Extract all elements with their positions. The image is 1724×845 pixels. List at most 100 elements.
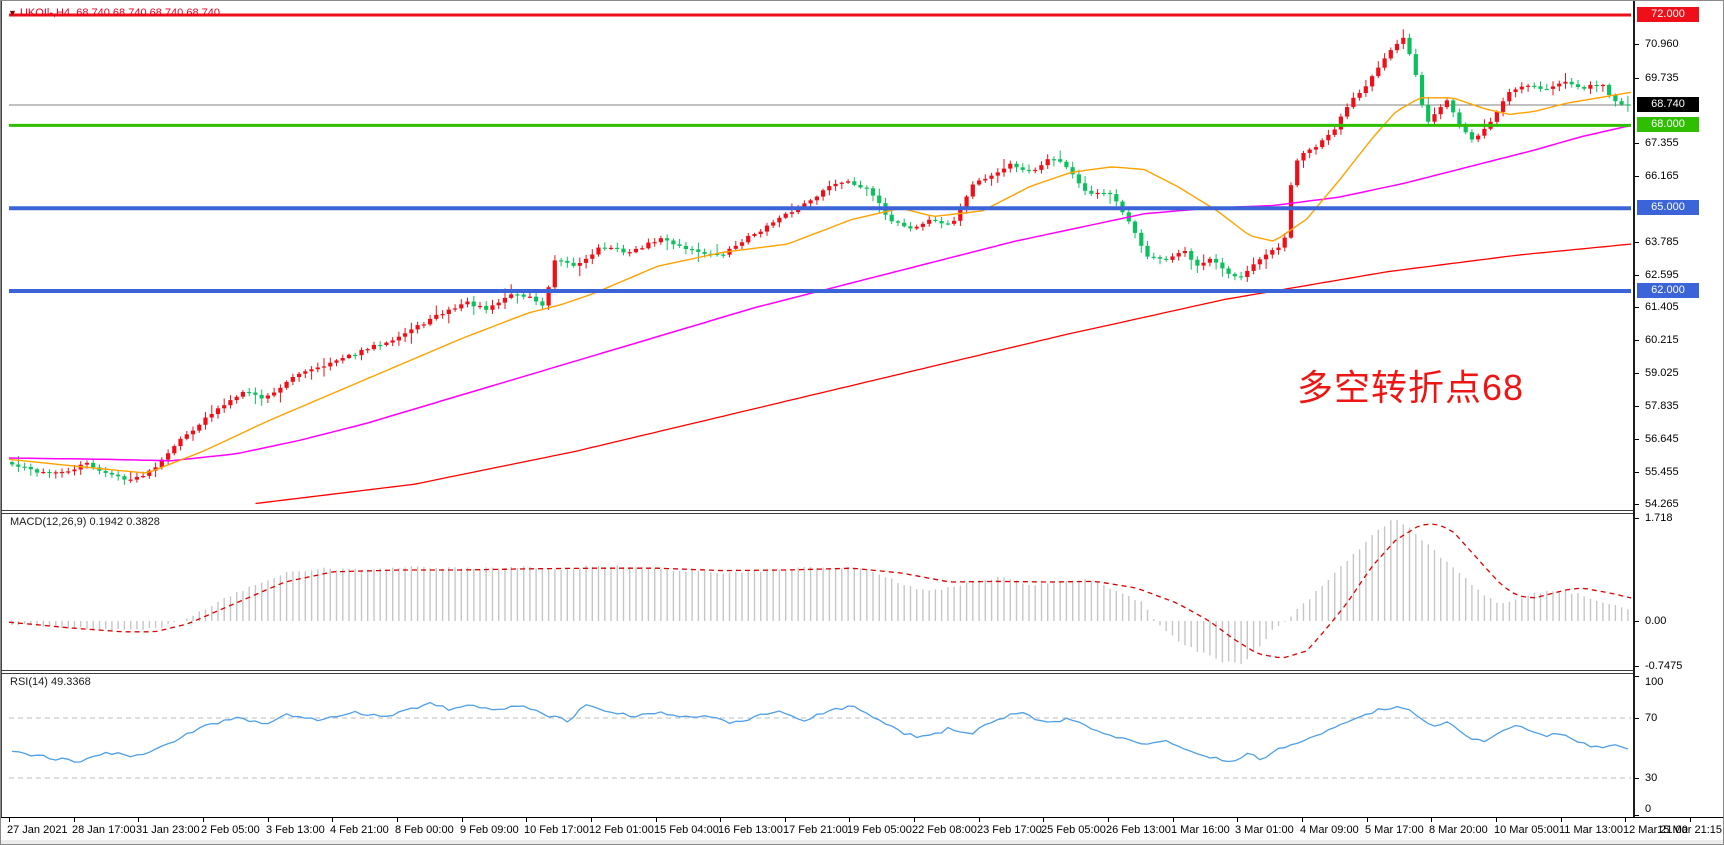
rsi-name: RSI(14) (10, 676, 48, 688)
price-tick-label: 56.645 (1645, 433, 1679, 445)
macd-axis-label: 1.718 (1645, 512, 1673, 524)
price-tick-label: 66.165 (1645, 170, 1679, 182)
price-axis[interactable]: 70.960 69.735 67.355 66.165 63.785 62.595 61.4… (1633, 1, 1723, 817)
time-tick-mark (1237, 818, 1238, 822)
time-tick-label: 27 Jan 2021 (7, 824, 68, 836)
time-tick-label: 26 Feb 13:00 (1106, 824, 1171, 836)
price-tick-mark (1635, 373, 1639, 374)
rsi-tick-mark (1635, 718, 1639, 719)
macd-tick-mark (1635, 621, 1639, 622)
time-tick-mark (526, 818, 527, 822)
price-tick-mark (1635, 406, 1639, 407)
time-tick-mark (979, 818, 980, 822)
price-tick-label: 54.265 (1645, 498, 1679, 510)
price-tick-mark (1635, 176, 1639, 177)
time-tick-mark (1173, 818, 1174, 822)
time-tick-label: 4 Mar 09:00 (1300, 824, 1359, 836)
price-tick-label: 62.595 (1645, 269, 1679, 281)
price-level-badge: 68.740 (1637, 97, 1699, 112)
time-tick-label: 15 Feb 04:00 (654, 824, 719, 836)
time-tick-label: 25 Feb 05:00 (1041, 824, 1106, 836)
macd-axis-label: 0.00 (1645, 615, 1667, 627)
rsi-value: 49.3368 (50, 676, 91, 688)
time-tick-label: 3 Feb 13:00 (266, 824, 325, 836)
symbol-quote-overlay: ▼ UKOIl-,H4 68.740 68.740 68.740 68.740 (8, 7, 220, 19)
time-tick-mark (1690, 818, 1691, 822)
macd-main-value: 0.1942 (89, 516, 124, 528)
time-tick-label: 10 Mar 05:00 (1494, 824, 1559, 836)
window-bottom-strip (1, 840, 1723, 844)
time-tick-label: 31 Jan 23:00 (136, 824, 200, 836)
time-tick-label: 16 Feb 13:00 (718, 824, 783, 836)
time-tick-mark (849, 818, 850, 822)
time-tick-mark (462, 818, 463, 822)
time-tick-mark (1431, 818, 1432, 822)
price-tick-mark (1635, 143, 1639, 144)
macd-chart[interactable] (1, 513, 1635, 670)
time-tick-mark (785, 818, 786, 822)
time-tick-label: 10 Feb 17:00 (524, 824, 589, 836)
price-tick-label: 70.960 (1645, 38, 1679, 50)
rsi-label: RSI(14) 49.3368 (10, 676, 91, 688)
time-tick-label: 5 Mar 17:00 (1365, 824, 1424, 836)
time-tick-mark (1367, 818, 1368, 822)
time-tick-mark (138, 818, 139, 822)
time-tick-label: 19 Feb 05:00 (847, 824, 912, 836)
price-tick-label: 61.405 (1645, 301, 1679, 313)
price-level-badge: 68.000 (1637, 117, 1699, 132)
panel-separator[interactable] (1, 510, 1635, 514)
time-tick-mark (74, 818, 75, 822)
window-left-border (1, 1, 2, 817)
price-tick-label: 59.025 (1645, 367, 1679, 379)
time-tick-label: 12 Feb 01:00 (589, 824, 654, 836)
macd-axis-label: -0.7475 (1645, 660, 1683, 672)
time-tick-label: 11 Mar 13:00 (1559, 824, 1624, 836)
price-tick-mark (1635, 472, 1639, 473)
time-tick-label: 28 Jan 17:00 (72, 824, 136, 836)
time-tick-mark (9, 818, 10, 822)
rsi-axis-label: 70 (1645, 712, 1658, 724)
time-tick-mark (1496, 818, 1497, 822)
main-chart-panel[interactable]: ▼ UKOIl-,H4 68.740 68.740 68.740 68.740 … (1, 1, 1635, 511)
macd-panel[interactable]: MACD(12,26,9) 0.1942 0.3828 (1, 513, 1635, 670)
price-tick-label: 69.735 (1645, 72, 1679, 84)
time-tick-label: 23 Feb 17:00 (977, 824, 1042, 836)
time-tick-mark (656, 818, 657, 822)
time-tick-mark (1043, 818, 1044, 822)
candlestick-chart[interactable] (1, 1, 1635, 511)
time-axis[interactable]: 27 Jan 2021 28 Jan 17:00 31 Jan 23:00 2 Feb… (1, 817, 1723, 841)
price-tick-mark (1635, 44, 1639, 45)
time-tick-mark (1302, 818, 1303, 822)
time-tick-mark (203, 818, 204, 822)
time-tick-label: 3 Mar 01:00 (1235, 824, 1294, 836)
rsi-axis-label: 30 (1645, 772, 1658, 784)
panel-separator[interactable] (1, 670, 1635, 674)
time-tick-label: 4 Feb 21:00 (330, 824, 389, 836)
time-tick-mark (720, 818, 721, 822)
time-tick-mark (1625, 818, 1626, 822)
time-tick-label: 9 Feb 09:00 (460, 824, 519, 836)
time-tick-label: 15 Mar 21:15 (1657, 824, 1722, 836)
time-tick-mark (914, 818, 915, 822)
price-level-badge: 65.000 (1637, 200, 1699, 215)
price-tick-mark (1635, 504, 1639, 505)
price-tick-mark (1635, 439, 1639, 440)
rsi-axis-label: 0 (1645, 803, 1652, 815)
symbol-label: UKOIl-,H4 (19, 7, 71, 19)
time-tick-label: 17 Feb 21:00 (783, 824, 848, 836)
time-tick-mark (591, 818, 592, 822)
time-tick-label: 8 Feb 00:00 (395, 824, 454, 836)
rsi-panel[interactable]: RSI(14) 49.3368 (1, 673, 1635, 816)
symbol-dropdown-icon[interactable]: ▼ (8, 8, 17, 18)
price-tick-label: 57.835 (1645, 400, 1679, 412)
time-tick-mark (268, 818, 269, 822)
rsi-axis-label: 100 (1645, 676, 1664, 688)
price-tick-label: 67.355 (1645, 137, 1679, 149)
rsi-tick-mark (1635, 778, 1639, 779)
rsi-tick-mark (1635, 815, 1639, 816)
price-tick-mark (1635, 275, 1639, 276)
rsi-chart[interactable] (1, 673, 1635, 816)
price-tick-mark (1635, 340, 1639, 341)
time-tick-mark (1108, 818, 1109, 822)
